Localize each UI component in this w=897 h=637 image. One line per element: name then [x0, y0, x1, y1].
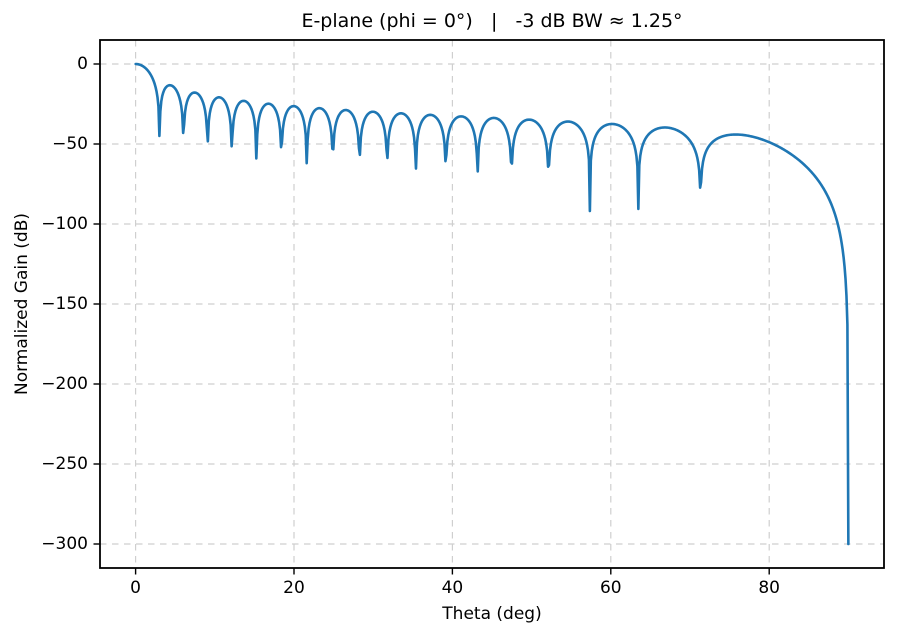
- y-tick-label: −300: [41, 534, 88, 554]
- y-tick-label: −100: [41, 214, 88, 234]
- y-tick-label: 0: [77, 54, 88, 74]
- y-tick-label: −200: [41, 374, 88, 394]
- x-tick-label: 80: [758, 578, 780, 598]
- grid-lines: [100, 40, 884, 568]
- tick-marks: [93, 63, 770, 575]
- x-tick-label: 60: [599, 578, 622, 598]
- y-tick-label: −250: [41, 454, 88, 474]
- x-tick-label: 0: [130, 578, 141, 598]
- y-tick-label: −150: [41, 294, 88, 314]
- y-tick-label: −50: [52, 134, 88, 154]
- x-tick-label: 20: [283, 578, 305, 598]
- x-axis-label: Theta (deg): [442, 604, 542, 624]
- x-tick-label: 40: [441, 578, 464, 598]
- y-axis-label: Normalized Gain (dB): [12, 212, 32, 396]
- chart-title: E-plane (phi = 0°) | -3 dB BW ≈ 1.25°: [301, 10, 683, 32]
- gain-curve: [134, 62, 850, 546]
